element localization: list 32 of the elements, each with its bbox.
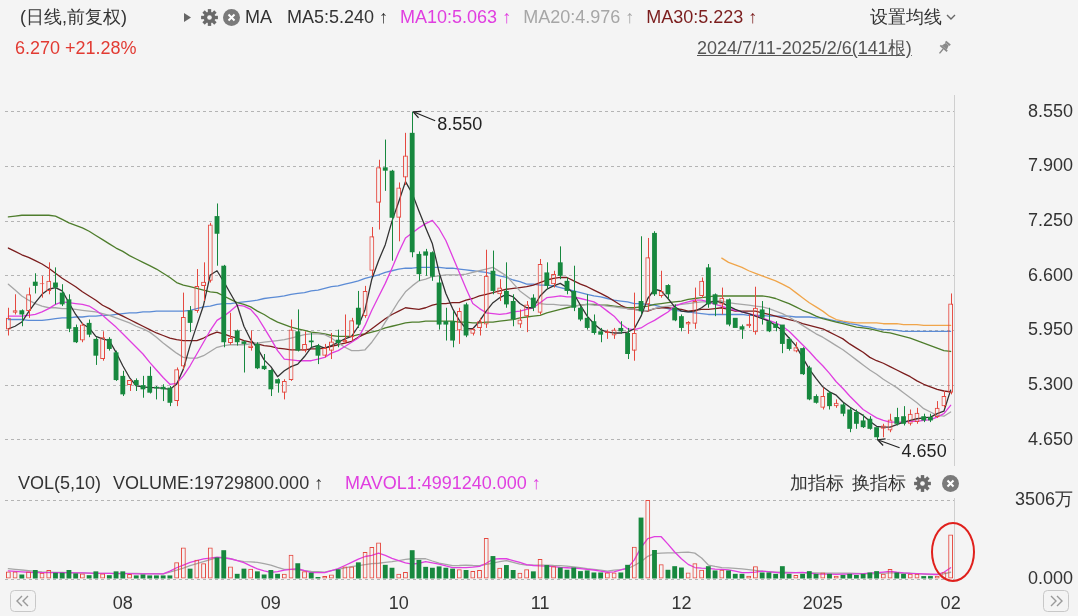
x-tick-label: 08 xyxy=(112,592,133,613)
x-tick-label: 09 xyxy=(260,592,281,613)
y-tick-label: 7.900 xyxy=(1027,155,1073,176)
legend-title: MA xyxy=(245,6,272,28)
y-tick-label: 8.550 xyxy=(1027,100,1073,121)
text: MA30:5.223 ↑ xyxy=(646,6,758,28)
text: VOLUME:19729800.000 ↑ xyxy=(113,472,324,494)
x-tick-label: 12 xyxy=(671,592,692,613)
y-tick-label: 6.600 xyxy=(1027,264,1073,285)
text: 6.270 +21.28% xyxy=(15,37,137,59)
text: 设置均线 xyxy=(870,6,942,28)
y-tick-label: 4.650 xyxy=(1027,428,1073,449)
x-tick-label: 02 xyxy=(940,592,961,613)
chart-title: (日线,前复权) xyxy=(20,6,127,28)
y-tick-label: 5.300 xyxy=(1027,374,1073,395)
text: MA10:5.063 ↑ xyxy=(400,6,512,28)
y-tick-label: 5.950 xyxy=(1027,319,1073,340)
text: MA20:4.976 ↑ xyxy=(523,6,635,28)
annotation: 4.650 xyxy=(901,440,947,461)
text: 换指标 xyxy=(852,472,906,494)
y-tick-label: 7.250 xyxy=(1027,210,1073,231)
y-tick-label: 3506万 xyxy=(1014,489,1073,510)
chart-title: VOL(5,10) xyxy=(18,472,102,494)
x-tick-label: 2025 xyxy=(802,592,843,613)
x-tick-label: 11 xyxy=(530,592,550,613)
annotation: 8.550 xyxy=(437,113,483,134)
x-tick-label: 10 xyxy=(388,592,409,613)
y-tick-label: 0.000 xyxy=(1027,567,1073,588)
text: MAVOL1:4991240.000 ↑ xyxy=(345,472,541,494)
text: 加指标 xyxy=(790,472,844,494)
text: MA5:5.240 ↑ xyxy=(287,6,389,28)
text: 2024/7/11-2025/2/6(141根) xyxy=(697,37,912,59)
